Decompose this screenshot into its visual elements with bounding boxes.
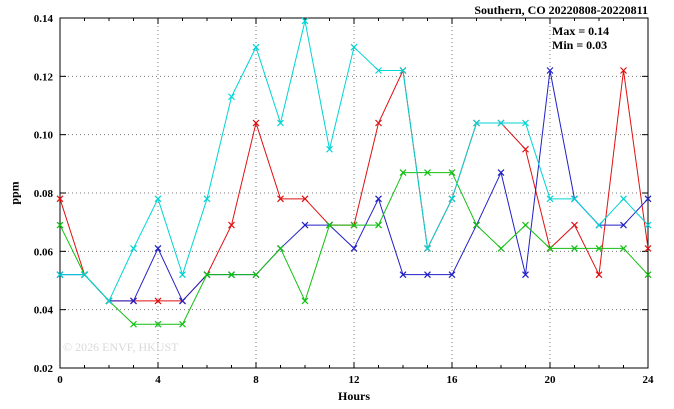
marker-station-cyan — [203, 195, 211, 203]
marker-station-cyan — [301, 17, 309, 25]
marker-station-cyan — [326, 145, 333, 153]
marker-station-cyan — [277, 119, 284, 127]
marker-station-red — [277, 195, 284, 203]
marker-station-blue — [399, 271, 407, 279]
marker-station-cyan — [105, 297, 113, 305]
watermark: © 2026 ENVF, HKUST — [63, 340, 179, 354]
marker-station-blue — [546, 67, 554, 74]
marker-station-green — [424, 169, 431, 177]
marker-station-red — [595, 271, 603, 279]
marker-station-red — [154, 297, 162, 305]
marker-station-cyan — [56, 271, 64, 279]
marker-station-cyan — [81, 271, 88, 279]
marker-station-cyan — [620, 195, 627, 203]
x-tick-label: 0 — [57, 374, 63, 386]
y-tick-label: 0.10 — [34, 130, 54, 142]
marker-station-green — [154, 320, 162, 328]
marker-station-blue — [301, 221, 309, 229]
marker-station-blue — [497, 169, 505, 177]
x-tick-label: 24 — [643, 374, 655, 386]
marker-station-cyan — [595, 221, 603, 229]
y-axis-label: ppm — [7, 181, 22, 205]
x-tick-label: 12 — [349, 374, 361, 386]
marker-station-blue — [448, 271, 456, 279]
marker-station-blue — [644, 195, 652, 203]
annotation-min: Min = 0.03 — [552, 38, 608, 52]
marker-station-cyan — [424, 244, 431, 252]
chart-title: Southern, CO 20220808-20220811 — [474, 3, 648, 17]
marker-station-blue — [350, 244, 358, 252]
marker-station-red — [301, 195, 309, 203]
marker-station-blue — [154, 244, 162, 252]
marker-station-green — [522, 221, 529, 229]
marker-station-green — [399, 169, 407, 177]
marker-station-green — [130, 320, 137, 328]
marker-station-blue — [424, 271, 431, 279]
marker-station-cyan — [497, 119, 505, 127]
marker-station-cyan — [473, 119, 480, 127]
marker-station-cyan — [179, 271, 186, 279]
marker-station-cyan — [644, 221, 652, 229]
marker-station-green — [277, 244, 284, 252]
marker-station-cyan — [546, 195, 554, 203]
marker-station-blue — [375, 195, 382, 203]
marker-station-green — [473, 221, 480, 229]
marker-station-blue — [620, 221, 627, 229]
marker-station-cyan — [571, 195, 578, 203]
marker-station-green — [595, 244, 603, 252]
x-tick-label: 8 — [253, 374, 259, 386]
marker-station-cyan — [522, 119, 529, 127]
y-tick-label: 0.14 — [34, 13, 54, 25]
marker-station-cyan — [252, 43, 260, 51]
marker-station-green — [56, 221, 64, 229]
marker-station-green — [497, 244, 505, 252]
marker-station-red — [252, 119, 260, 127]
x-axis-label: Hours — [337, 389, 371, 403]
marker-station-blue — [522, 271, 529, 279]
x-tick-label: 4 — [155, 374, 161, 386]
marker-station-green — [375, 221, 382, 229]
marker-station-green — [350, 221, 358, 229]
marker-station-cyan — [350, 43, 358, 51]
marker-station-red — [571, 221, 578, 229]
marker-station-green — [546, 244, 554, 252]
marker-station-green — [571, 244, 578, 252]
marker-station-cyan — [399, 67, 407, 74]
marker-station-green — [252, 271, 260, 279]
marker-station-red — [522, 145, 529, 153]
x-tick-label: 16 — [447, 374, 459, 386]
y-tick-label: 0.12 — [34, 71, 54, 83]
marker-station-green — [301, 297, 309, 305]
marker-station-green — [228, 271, 235, 279]
annotation-max: Max = 0.14 — [552, 24, 610, 38]
y-tick-label: 0.02 — [34, 363, 54, 375]
y-tick-label: 0.08 — [34, 188, 54, 200]
marker-station-green — [644, 271, 652, 279]
marker-station-red — [375, 119, 382, 127]
marker-station-cyan — [228, 93, 235, 101]
y-tick-label: 0.06 — [34, 246, 54, 258]
x-tick-label: 20 — [545, 374, 557, 386]
marker-station-cyan — [130, 244, 137, 252]
y-tick-label: 0.04 — [34, 305, 54, 317]
marker-station-blue — [130, 297, 137, 305]
marker-station-green — [203, 271, 211, 279]
marker-station-green — [326, 221, 333, 229]
marker-station-green — [620, 244, 627, 252]
marker-station-blue — [179, 297, 186, 305]
marker-station-red — [228, 221, 235, 229]
marker-station-red — [644, 244, 652, 252]
marker-station-cyan — [154, 195, 162, 203]
marker-station-cyan — [448, 195, 456, 203]
marker-station-red — [620, 67, 627, 74]
marker-station-green — [179, 320, 186, 328]
marker-station-green — [448, 169, 456, 177]
marker-station-red — [56, 195, 64, 203]
marker-station-cyan — [375, 67, 382, 74]
